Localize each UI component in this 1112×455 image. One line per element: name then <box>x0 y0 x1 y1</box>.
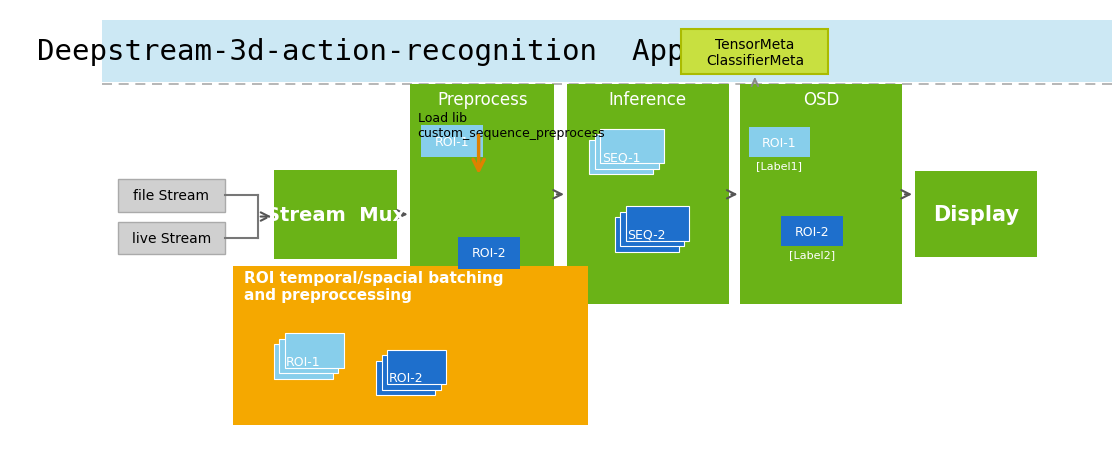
Bar <box>682 30 828 75</box>
Bar <box>626 207 689 241</box>
Bar <box>376 361 436 395</box>
Text: [Label2]: [Label2] <box>790 250 835 260</box>
Text: ROI temporal/spacial batching
and preproccessing: ROI temporal/spacial batching and prepro… <box>245 270 504 303</box>
Bar <box>118 222 225 255</box>
Text: TensorMeta
ClassifierMeta: TensorMeta ClassifierMeta <box>706 37 804 68</box>
Bar <box>567 85 728 304</box>
Bar <box>234 267 587 425</box>
Text: file Stream: file Stream <box>133 189 209 203</box>
Text: [Label1]: [Label1] <box>756 161 803 171</box>
Bar <box>381 355 441 390</box>
Bar <box>589 141 653 175</box>
Bar <box>620 212 684 247</box>
Text: ROI-2: ROI-2 <box>471 247 506 260</box>
Text: ROI-1: ROI-1 <box>286 355 320 368</box>
Text: Deepstream-3d-action-recognition  App: Deepstream-3d-action-recognition App <box>37 38 684 66</box>
Text: Display: Display <box>933 204 1020 224</box>
Bar <box>458 238 519 269</box>
Bar <box>279 339 338 374</box>
Text: SEQ-1: SEQ-1 <box>602 151 641 164</box>
Bar <box>595 135 658 169</box>
Bar <box>387 350 446 384</box>
Text: ROI-2: ROI-2 <box>795 225 830 238</box>
Text: SEQ-2: SEQ-2 <box>627 228 666 241</box>
Text: Preprocess: Preprocess <box>437 91 527 109</box>
Bar <box>118 179 225 212</box>
Text: ROI-1: ROI-1 <box>435 135 469 148</box>
Bar <box>915 171 1037 258</box>
Bar <box>748 128 811 158</box>
Text: Load lib
custom_sequence_preprocess: Load lib custom_sequence_preprocess <box>418 112 605 140</box>
Bar <box>741 85 902 304</box>
Bar <box>410 85 554 304</box>
Bar <box>600 130 664 164</box>
Text: ROI-2: ROI-2 <box>388 372 424 384</box>
Text: live Stream: live Stream <box>132 232 211 245</box>
Text: ROI-1: ROI-1 <box>762 136 796 149</box>
Bar <box>615 217 678 252</box>
Bar <box>275 170 397 259</box>
Text: Stream  Mux: Stream Mux <box>266 205 405 224</box>
Bar <box>782 217 843 247</box>
Bar <box>101 21 1112 82</box>
Bar <box>274 344 332 379</box>
Bar <box>285 334 344 368</box>
Bar <box>421 126 484 158</box>
Text: OSD: OSD <box>803 91 840 109</box>
Text: Inference: Inference <box>608 91 687 109</box>
